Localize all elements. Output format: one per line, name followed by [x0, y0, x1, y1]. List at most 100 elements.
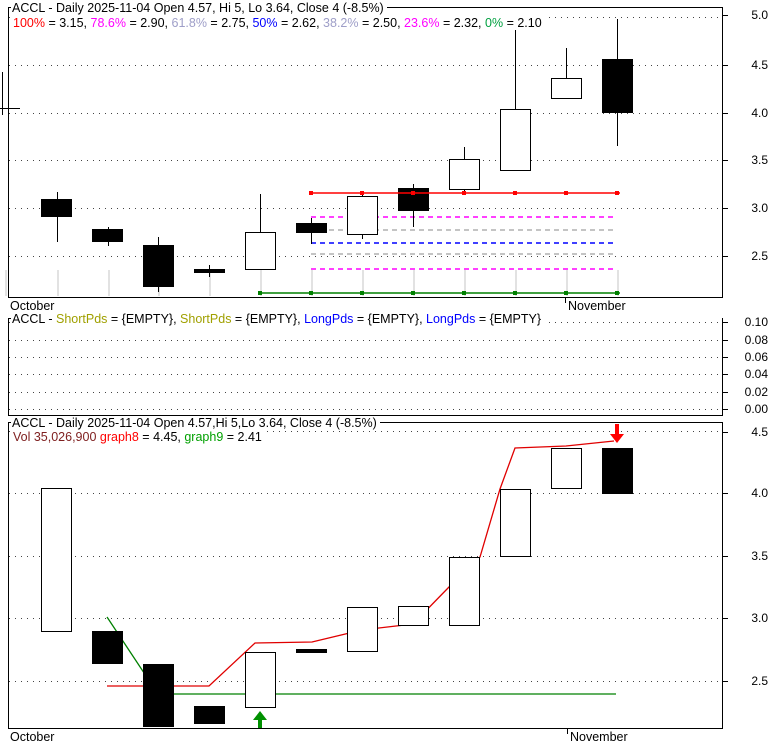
week-marker: [413, 270, 415, 296]
panel-border-bottom: [8, 297, 723, 298]
fib-label-segment: = 2.32,: [439, 16, 486, 30]
indicator-title-segment: = {EMPTY},: [231, 312, 305, 326]
bottom-panel-title: ACCL - Daily 2025-11-04 Open 4.57,Hi 5,L…: [11, 416, 380, 430]
y-axis-label: 3.5: [751, 549, 768, 563]
gridline: [9, 340, 721, 341]
y-axis-label: 0.02: [744, 385, 768, 399]
price-bar-white: [41, 488, 72, 632]
x-axis-label-november: November: [570, 730, 628, 744]
fibonacci-levels-label: 100% = 3.15, 78.6% = 2.90, 61.8% = 2.75,…: [12, 16, 545, 30]
y-axis-label: 4.0: [751, 486, 768, 500]
panel-border-left: [8, 318, 9, 415]
candlestick-black: [398, 188, 429, 211]
gridline: [9, 256, 721, 257]
gridline: [9, 357, 721, 358]
week-marker: [617, 270, 619, 296]
fib-label-segment: 50%: [252, 16, 278, 30]
week-marker: [362, 270, 364, 296]
y-axis-tick: [722, 113, 728, 114]
y-axis-tick: [722, 256, 728, 257]
indicator-title-segment: = {EMPTY}: [475, 312, 542, 326]
price-bar-white: [500, 489, 531, 557]
price-bar-white: [551, 448, 582, 489]
y-axis-tick: [722, 160, 728, 161]
panel-border-stub: [8, 318, 13, 319]
gridline: [9, 374, 721, 375]
gridline: [9, 431, 721, 432]
y-axis-label: 0.00: [744, 402, 768, 416]
x-axis-label-november: November: [568, 299, 626, 313]
price-bar-black: [296, 649, 327, 653]
panel-border-left: [8, 422, 9, 728]
indicator-title-segment: ACCL -: [12, 312, 56, 326]
y-axis-tick: [722, 15, 728, 16]
y-axis-tick: [722, 392, 728, 393]
y-axis-tick: [722, 374, 728, 375]
y-axis-label: 3.5: [751, 153, 768, 167]
y-axis-tick: [722, 432, 728, 433]
gridline: [9, 113, 721, 114]
price-bar-pane[interactable]: [9, 423, 722, 728]
indicator-title-segment: LongPds: [304, 312, 354, 326]
fib-label-segment: = 2.75,: [206, 16, 253, 30]
week-marker: [311, 270, 313, 296]
y-axis-tick: [722, 493, 728, 494]
y-axis-label: 0.04: [744, 367, 768, 381]
candlestick-white: [551, 78, 582, 99]
y-axis-tick: [722, 409, 728, 410]
candlestick-black: [194, 269, 225, 273]
y-axis-tick: [722, 681, 728, 682]
volume-label-segment: = 2.41: [223, 430, 262, 444]
price-bar-black: [602, 448, 633, 494]
indicator-pane[interactable]: [9, 319, 722, 415]
y-axis-label: 0.06: [744, 350, 768, 364]
candle-wick: [566, 48, 567, 99]
candlestick-white: [500, 109, 531, 171]
y-axis-tick: [722, 340, 728, 341]
daily-price-pane[interactable]: [9, 8, 722, 297]
y-axis-label: 3.0: [751, 201, 768, 215]
candlestick-black: [296, 223, 327, 233]
fib-label-segment: = 2.10: [503, 16, 542, 30]
fib-label-segment: 0%: [485, 16, 504, 30]
gridline: [9, 409, 721, 410]
x-axis-tick: [567, 728, 568, 734]
y-axis-label: 0.08: [744, 333, 768, 347]
price-bar-black: [194, 706, 225, 724]
week-marker: [5, 270, 7, 296]
panel-border-bottom: [8, 415, 723, 416]
fib-label-segment: 78.6%: [90, 16, 126, 30]
fib-label-segment: 23.6%: [404, 16, 440, 30]
candle-wick: [515, 25, 516, 171]
panel-border-left: [8, 7, 9, 297]
y-axis-label: 2.5: [751, 249, 768, 263]
y-axis-label: 4.0: [751, 106, 768, 120]
fib-label-segment: = 3.15,: [44, 16, 91, 30]
volume-label-segment: = 4.45,: [138, 430, 185, 444]
week-marker: [209, 270, 211, 296]
price-bar-black: [143, 664, 174, 727]
volume-label-segment: graph8: [99, 430, 139, 444]
indicator-title-segment: = {EMPTY},: [107, 312, 181, 326]
candlestick-black: [602, 59, 633, 113]
week-marker: [515, 270, 517, 296]
y-axis-tick: [722, 65, 728, 66]
edge-candle-tick: [0, 108, 20, 109]
price-bar-black: [92, 631, 123, 664]
candlestick-black: [143, 245, 174, 287]
fib-label-segment: 100%: [13, 16, 45, 30]
x-axis-label-october: October: [10, 730, 55, 744]
fib-label-segment: = 2.50,: [358, 16, 405, 30]
indicator-panel-title: ACCL - ShortPds = {EMPTY}, ShortPds = {E…: [11, 312, 545, 326]
week-marker: [108, 270, 110, 296]
candle-wick: [57, 192, 58, 242]
volume-label-segment: Vol 35,026,900: [13, 430, 100, 444]
top-panel-title: ACCL - Daily 2025-11-04 Open 4.57, Hi 5,…: [11, 1, 387, 15]
week-marker: [464, 270, 466, 296]
fib-label-segment: = 2.90,: [125, 16, 172, 30]
x-axis-tick: [565, 297, 566, 303]
y-axis-label: 4.5: [751, 58, 768, 72]
fib-label-segment: 38.2%: [323, 16, 359, 30]
price-bar-white: [245, 652, 276, 708]
panel-border-bottom: [8, 728, 723, 729]
